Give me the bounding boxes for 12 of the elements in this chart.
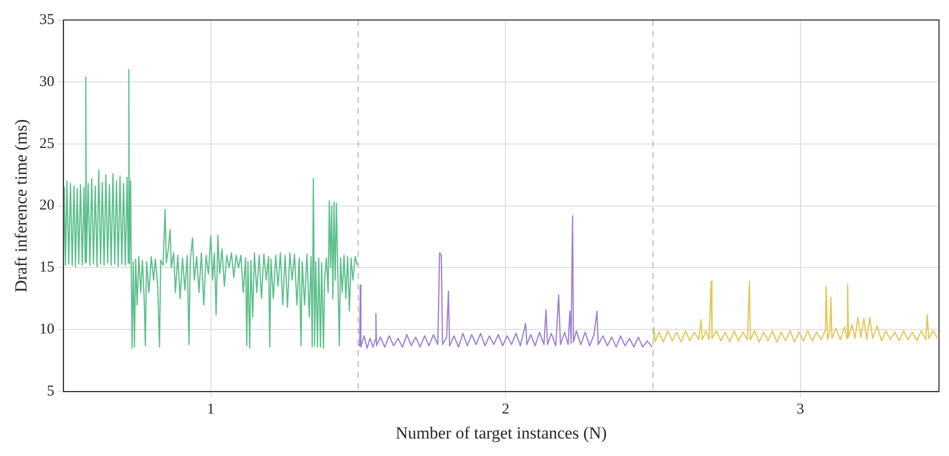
y-axis-title: Draft inference time (ms) xyxy=(12,119,31,292)
y-tick-label: 30 xyxy=(39,74,54,90)
y-tick-label: 10 xyxy=(39,322,54,338)
y-tick-label: 25 xyxy=(39,136,54,152)
y-tick-label: 5 xyxy=(46,384,54,400)
x-tick-label: 1 xyxy=(207,402,215,418)
x-axis-title: Number of target instances (N) xyxy=(396,423,607,442)
x-tick-label: 2 xyxy=(502,402,510,418)
y-tick-label: 15 xyxy=(39,260,54,276)
x-tick-label: 3 xyxy=(796,402,804,418)
y-tick-label: 35 xyxy=(39,12,54,28)
y-tick-label: 20 xyxy=(39,198,54,214)
